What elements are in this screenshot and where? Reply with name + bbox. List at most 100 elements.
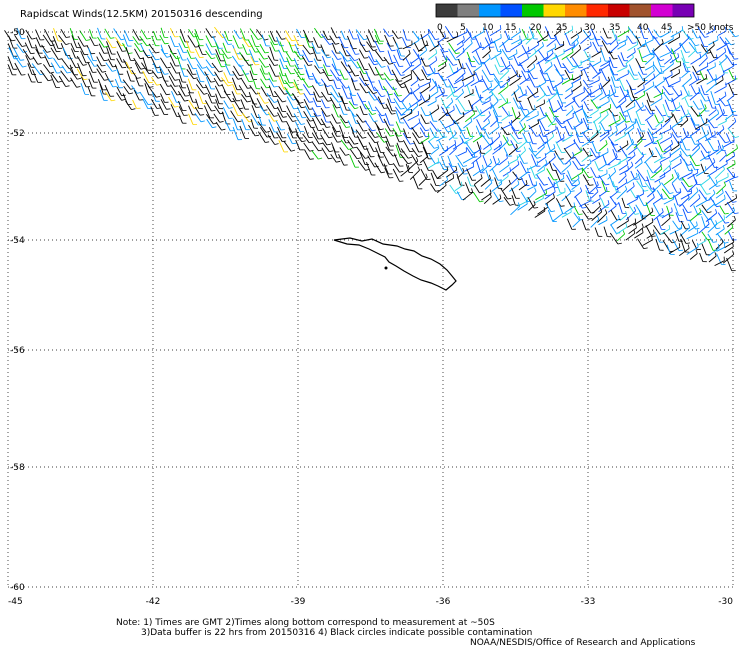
wind-barb (323, 83, 329, 95)
wind-barb (539, 182, 547, 196)
wind-barb (689, 197, 701, 208)
wind-barb-tick (721, 144, 724, 149)
wind-barb (140, 29, 148, 40)
wind-barb (522, 132, 528, 143)
wind-barb (635, 111, 642, 125)
wind-barb (303, 110, 311, 122)
wind-barb (490, 52, 502, 60)
wind-barb (529, 143, 534, 152)
wind-barb-tick (364, 148, 369, 150)
wind-barb-tick (717, 35, 719, 40)
wind-barb (341, 85, 348, 99)
wind-barb (465, 62, 473, 76)
wind-barb (395, 79, 403, 89)
wind-barb (123, 30, 130, 41)
wind-barb-tick (643, 247, 648, 249)
colorbar-label: 45 (661, 23, 672, 33)
wind-barb (455, 155, 464, 167)
wind-barb-tick (319, 96, 324, 98)
wind-barb (534, 146, 545, 157)
wind-barb (590, 218, 600, 228)
wind-barb (670, 72, 680, 79)
wind-barb (651, 184, 661, 193)
wind-barb (242, 112, 250, 123)
wind-barb-tick (499, 200, 504, 202)
wind-barb (447, 78, 454, 89)
wind-barb (454, 120, 463, 132)
wind-barb (321, 147, 329, 160)
wind-barb (396, 49, 401, 60)
wind-barb-tick (392, 88, 397, 90)
wind-barb (634, 232, 644, 239)
note-line-1: Note: 1) Times are GMT 2)Times along bot… (116, 618, 495, 628)
wind-barb-tick (633, 95, 636, 100)
wind-barb (553, 52, 565, 60)
wind-barb (714, 79, 724, 86)
wind-barb-tick (712, 200, 715, 205)
wind-barb (134, 62, 141, 74)
wind-barb (179, 35, 186, 48)
wind-barb (207, 94, 213, 104)
wind-barb (714, 86, 727, 94)
wind-barb (521, 29, 528, 40)
wind-barb (151, 70, 159, 79)
wind-barb-tick (687, 223, 691, 228)
wind-barb-tick (582, 207, 587, 209)
wind-barb-tick (573, 65, 578, 68)
wind-barb (302, 49, 310, 63)
wind-barb (104, 28, 111, 39)
wind-barb (609, 38, 618, 46)
wind-barb (14, 34, 23, 47)
wind-barb-tick (372, 92, 378, 94)
wind-barb (77, 35, 85, 47)
wind-barb (638, 210, 643, 219)
wind-barb (464, 79, 475, 88)
wind-barb (581, 107, 589, 119)
wind-barb (513, 54, 519, 66)
wind-barb (7, 56, 14, 70)
wind-barb (332, 146, 338, 159)
wind-barb (617, 44, 626, 50)
wind-barb (99, 89, 105, 101)
wind-barb-tick (166, 56, 171, 58)
wind-barb (607, 205, 617, 213)
wind-barb (570, 30, 582, 39)
wind-barb-tick (652, 52, 655, 57)
wind-barb (555, 141, 562, 153)
wind-barb (663, 143, 673, 151)
wind-barb-tick (102, 71, 107, 73)
wind-barb (134, 48, 141, 59)
wind-barb (592, 205, 601, 214)
wind-barb-tick (291, 39, 296, 42)
wind-barb (716, 51, 727, 60)
wind-barb (555, 179, 561, 193)
wind-barb (444, 26, 454, 38)
wind-barb (194, 106, 201, 116)
wind-barb-tick (112, 70, 117, 72)
wind-barb (664, 99, 670, 111)
wind-barb (141, 62, 150, 74)
wind-barb (653, 42, 664, 52)
wind-barb (600, 122, 606, 132)
wind-barb (268, 77, 275, 88)
wind-barb (142, 98, 149, 109)
wind-barb (534, 198, 544, 204)
wind-barb-tick (686, 116, 689, 121)
wind-barb-tick (381, 78, 387, 80)
wind-barb (663, 177, 674, 186)
wind-barb-tick (452, 174, 455, 179)
wind-barb-tick (497, 80, 500, 85)
wind-barb (484, 182, 493, 190)
wind-barb (148, 48, 156, 61)
wind-barb (653, 29, 660, 38)
wind-barb (268, 63, 276, 77)
wind-barb (624, 127, 635, 136)
wind-barb-tick (606, 216, 608, 221)
wind-barb (293, 58, 300, 69)
wind-barb-tick (561, 77, 564, 82)
wind-barb (215, 49, 221, 62)
wind-barb-tick (597, 106, 599, 111)
wind-barb-tick (596, 187, 599, 192)
wind-barb-tick (437, 177, 442, 179)
wind-barb (107, 58, 113, 68)
